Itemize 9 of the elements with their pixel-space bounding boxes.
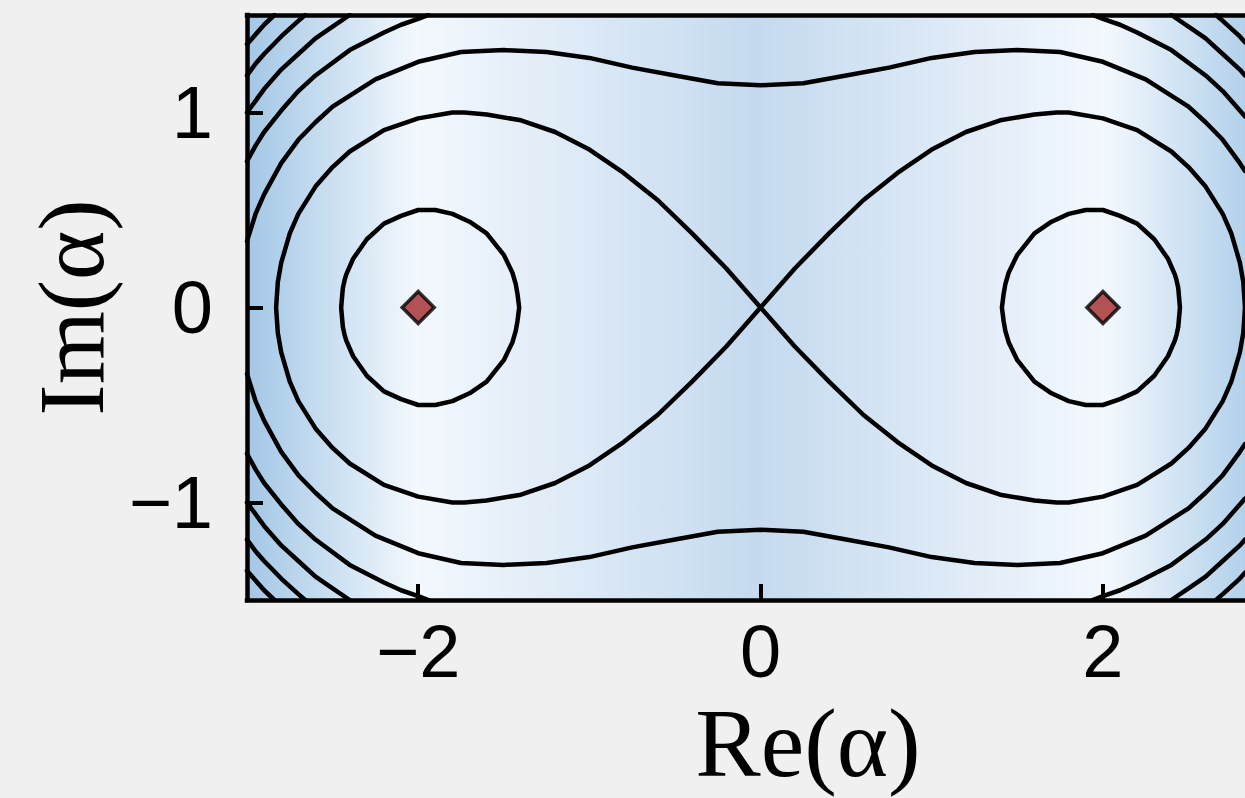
y-tick-label: 1	[171, 71, 213, 154]
line-series	[273, 110, 1245, 505]
x-tick-label: −2	[376, 609, 461, 693]
line-series	[999, 207, 1183, 408]
y-tick-label: −1	[128, 461, 213, 544]
line-series	[338, 207, 522, 408]
y-axis-title: Im(α)	[18, 199, 123, 416]
y-tick-label: 0	[171, 266, 213, 349]
x-tick-label: 2	[1082, 609, 1124, 693]
